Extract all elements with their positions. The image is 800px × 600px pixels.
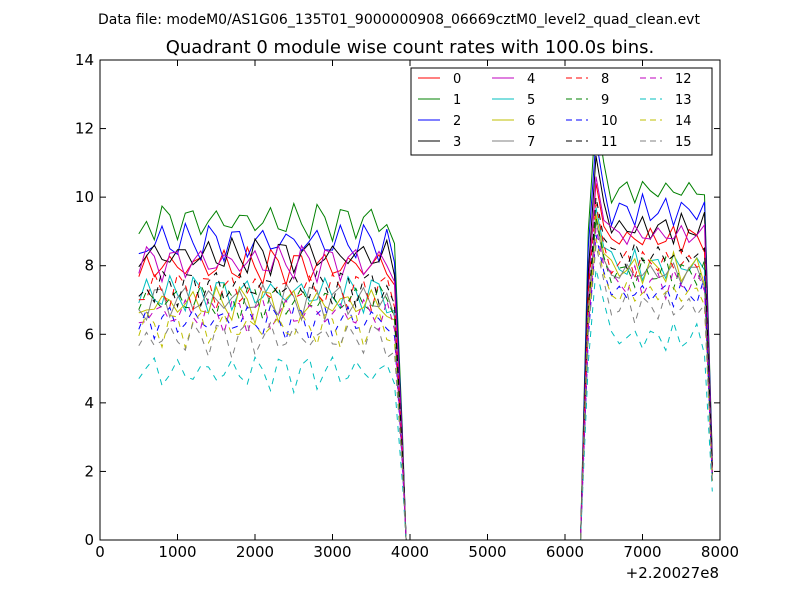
legend-label-10: 10	[601, 114, 618, 129]
chart-suptitle: Data file: modeM0/AS1G06_135T01_90000009…	[98, 12, 700, 28]
y-tick-label: 2	[84, 462, 94, 480]
y-tick-label: 6	[84, 325, 94, 343]
legend-label-5: 5	[527, 93, 535, 108]
x-tick-label: 0	[95, 543, 105, 561]
x-tick-label: 2000	[236, 543, 274, 561]
y-tick-label: 8	[84, 257, 94, 275]
chart-title: Quadrant 0 module wise count rates with …	[166, 37, 655, 58]
x-offset-label: +2.20027e8	[626, 564, 719, 582]
x-tick-label: 6000	[546, 543, 584, 561]
legend-label-6: 6	[527, 114, 535, 129]
y-tick-label: 10	[75, 188, 94, 206]
x-tick-label: 3000	[313, 543, 351, 561]
legend-label-0: 0	[453, 72, 461, 87]
legend-label-15: 15	[675, 135, 692, 150]
series-line-14	[138, 238, 713, 541]
y-tick-label: 4	[84, 394, 94, 412]
legend-label-14: 14	[675, 114, 692, 129]
legend-label-4: 4	[527, 72, 535, 87]
x-tick-label: 8000	[701, 543, 739, 561]
y-tick-label: 12	[75, 120, 94, 138]
x-tick-label: 5000	[468, 543, 506, 561]
y-tick-label: 14	[75, 51, 94, 69]
legend-label-3: 3	[453, 135, 461, 150]
x-tick-label: 7000	[623, 543, 661, 561]
legend-label-11: 11	[601, 135, 618, 150]
legend-label-13: 13	[675, 93, 692, 108]
series-line-11	[138, 197, 713, 541]
series-line-13	[138, 268, 713, 541]
legend-label-8: 8	[601, 72, 609, 87]
y-tick-label: 0	[84, 531, 94, 549]
tick-layer: 0 1000 2000 3000 4000 5000 6000 7000 80000246810…	[75, 51, 739, 561]
series-line-9	[138, 217, 713, 541]
legend-label-7: 7	[527, 135, 535, 150]
legend-label-12: 12	[675, 72, 692, 87]
x-tick-label: 1000	[158, 543, 196, 561]
x-tick-label: 4000	[391, 543, 429, 561]
legend-label-1: 1	[453, 93, 461, 108]
legend-label-9: 9	[601, 93, 609, 108]
legend-label-2: 2	[453, 114, 461, 129]
